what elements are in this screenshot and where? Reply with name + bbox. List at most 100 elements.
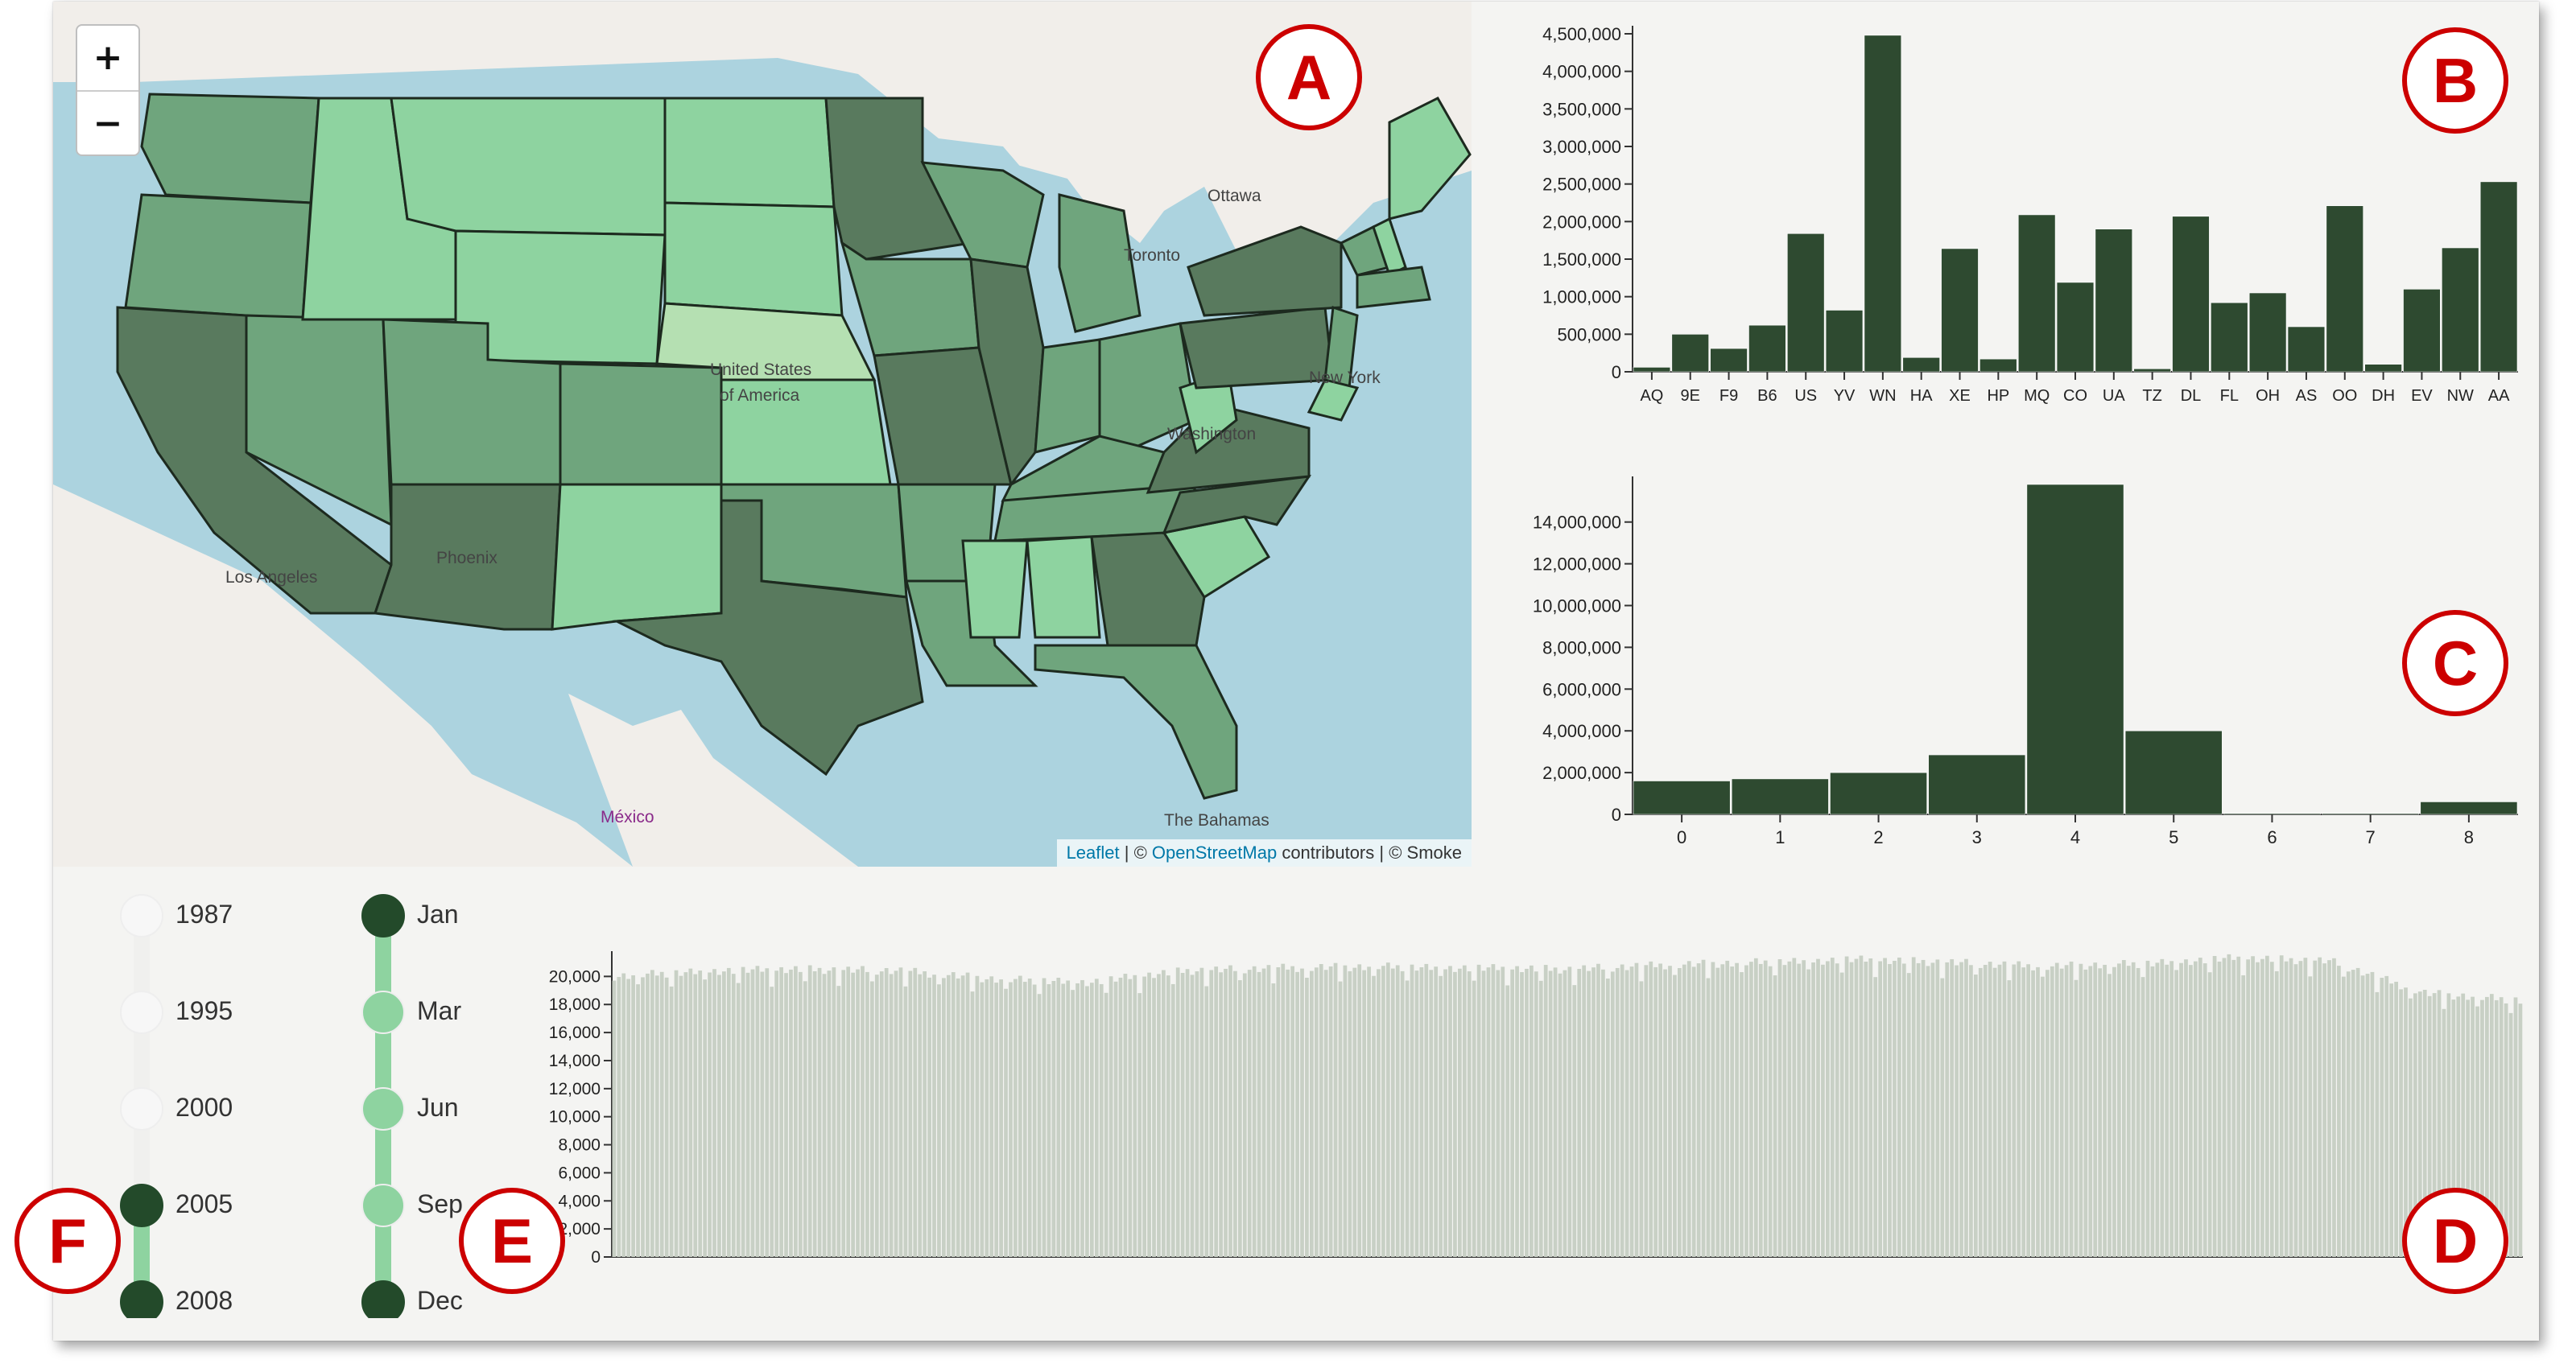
day-bar[interactable]: [2059, 968, 2064, 1257]
bar[interactable]: [2403, 289, 2441, 373]
day-bar[interactable]: [1314, 967, 1319, 1257]
day-bar[interactable]: [874, 975, 879, 1257]
day-bar[interactable]: [1066, 980, 1071, 1257]
day-bar[interactable]: [2136, 967, 2140, 1257]
day-bar[interactable]: [1147, 972, 1151, 1257]
day-bar[interactable]: [1505, 985, 1510, 1257]
day-bar[interactable]: [1439, 975, 1443, 1257]
day-bar[interactable]: [669, 986, 674, 1257]
day-bar[interactable]: [794, 966, 798, 1257]
day-bar[interactable]: [1180, 972, 1185, 1257]
day-bar[interactable]: [1916, 962, 1921, 1257]
day-bar[interactable]: [2427, 995, 2432, 1257]
day-bar[interactable]: [2140, 977, 2145, 1257]
day-bar[interactable]: [2169, 961, 2174, 1257]
day-bar[interactable]: [2026, 964, 2030, 1257]
day-bar[interactable]: [2274, 970, 2279, 1257]
day-bar[interactable]: [937, 984, 941, 1257]
day-bar[interactable]: [1816, 958, 1820, 1257]
day-bar[interactable]: [1997, 964, 2002, 1257]
bar[interactable]: [2133, 368, 2171, 373]
day-bar[interactable]: [1969, 965, 1973, 1257]
day-bar[interactable]: [2508, 1012, 2513, 1257]
year-range-slider[interactable]: [109, 884, 174, 1318]
day-bar[interactable]: [2504, 1003, 2508, 1257]
day-bar[interactable]: [1219, 972, 1223, 1257]
day-bar[interactable]: [2131, 962, 2136, 1257]
day-bar[interactable]: [812, 970, 817, 1257]
day-bar[interactable]: [2456, 996, 2461, 1257]
day-bar[interactable]: [1395, 965, 1400, 1257]
day-bar[interactable]: [1548, 970, 1553, 1257]
day-bar[interactable]: [1510, 969, 1515, 1257]
day-bar[interactable]: [2021, 967, 2026, 1257]
day-bar[interactable]: [760, 971, 765, 1257]
day-bar[interactable]: [1911, 957, 1916, 1257]
state-indiana[interactable]: [1034, 338, 1101, 454]
day-bar[interactable]: [2165, 964, 2169, 1257]
day-bar[interactable]: [1300, 968, 1304, 1257]
day-bar[interactable]: [1051, 980, 1056, 1257]
day-bar[interactable]: [1027, 979, 1032, 1257]
day-bar[interactable]: [1825, 961, 1830, 1257]
day-bar[interactable]: [2318, 957, 2322, 1257]
day-bar[interactable]: [1410, 964, 1414, 1257]
day-bar[interactable]: [1152, 978, 1156, 1257]
day-bar[interactable]: [1247, 970, 1252, 1257]
day-bar[interactable]: [903, 986, 908, 1257]
day-bar[interactable]: [1237, 980, 1242, 1257]
day-bar[interactable]: [770, 987, 774, 1257]
day-bar[interactable]: [1286, 969, 1290, 1257]
day-bar[interactable]: [1118, 977, 1123, 1257]
day-bar[interactable]: [1811, 962, 1815, 1257]
day-bar[interactable]: [817, 967, 822, 1257]
day-bar[interactable]: [2327, 960, 2331, 1257]
day-bar[interactable]: [1649, 961, 1653, 1257]
day-bar[interactable]: [869, 981, 874, 1257]
day-bar[interactable]: [2370, 971, 2375, 1257]
day-bar[interactable]: [2394, 982, 2398, 1257]
leaflet-link[interactable]: Leaflet: [1066, 843, 1120, 863]
state-oregon[interactable]: [124, 193, 312, 321]
day-bar[interactable]: [1753, 958, 1758, 1257]
day-bar[interactable]: [2207, 972, 2212, 1257]
day-bar[interactable]: [2050, 966, 2054, 1257]
state-mississippi[interactable]: [961, 539, 1029, 639]
day-bar[interactable]: [1883, 958, 1887, 1257]
day-bar[interactable]: [1228, 965, 1232, 1257]
day-bar[interactable]: [1959, 962, 1963, 1257]
day-bar[interactable]: [927, 977, 931, 1257]
day-bar[interactable]: [1266, 965, 1271, 1257]
day-bar[interactable]: [1310, 970, 1314, 1257]
day-bar[interactable]: [1634, 962, 1639, 1257]
day-bar[interactable]: [803, 981, 807, 1257]
state-north-dakota[interactable]: [663, 97, 836, 208]
state-washington[interactable]: [140, 93, 320, 204]
day-bar[interactable]: [2160, 958, 2165, 1257]
day-bar[interactable]: [2184, 959, 2188, 1257]
day-bar[interactable]: [923, 971, 927, 1257]
day-bar[interactable]: [679, 975, 683, 1257]
day-bar[interactable]: [2212, 955, 2217, 1257]
day-bar[interactable]: [2046, 970, 2050, 1257]
day-bar[interactable]: [970, 991, 975, 1257]
day-bar[interactable]: [2174, 970, 2178, 1257]
day-bar[interactable]: [1372, 975, 1376, 1257]
day-bar[interactable]: [1777, 959, 1782, 1257]
day-bar[interactable]: [807, 965, 812, 1257]
day-bar[interactable]: [2293, 964, 2298, 1257]
day-bar[interactable]: [1563, 970, 1567, 1257]
state-michigan[interactable]: [1058, 193, 1141, 333]
slider-stop[interactable]: [120, 1087, 163, 1131]
day-bar[interactable]: [1276, 966, 1281, 1257]
bar[interactable]: [1731, 778, 1829, 815]
month-range-slider[interactable]: [351, 884, 415, 1318]
day-bar[interactable]: [1639, 981, 1644, 1257]
slider-stop[interactable]: [120, 894, 163, 937]
day-bar[interactable]: [1137, 993, 1142, 1257]
day-bar[interactable]: [750, 969, 755, 1257]
day-bar[interactable]: [2360, 975, 2365, 1257]
day-bar[interactable]: [1453, 971, 1457, 1257]
state-maine[interactable]: [1388, 97, 1472, 220]
day-bar[interactable]: [1735, 962, 1739, 1257]
